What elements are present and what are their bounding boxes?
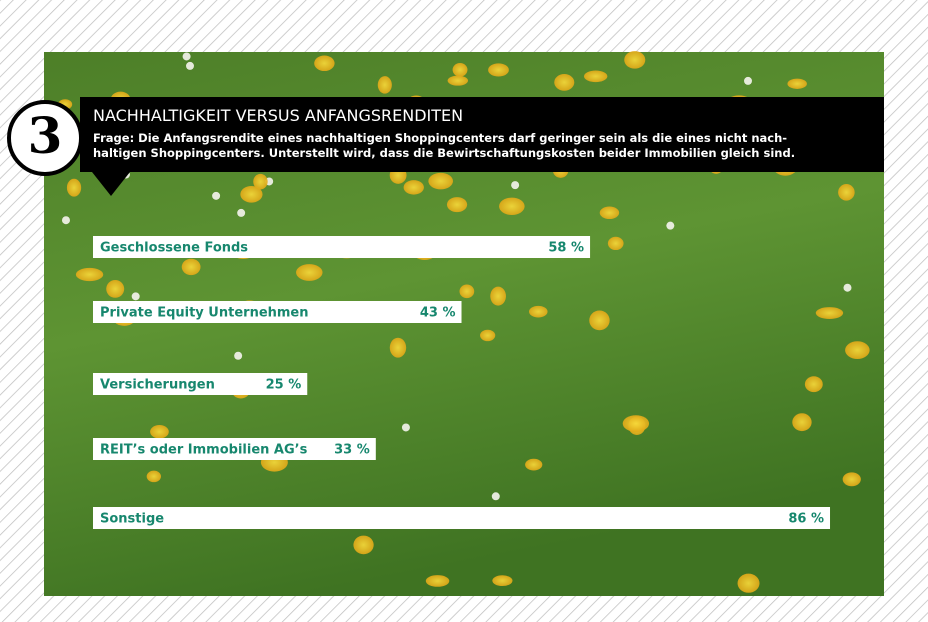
category-label: Private Equity Unternehmen — [100, 306, 309, 321]
chart-title: NACHHALTIGKEIT VERSUS ANFANGSRENDITEN — [93, 106, 463, 125]
flower — [75, 267, 104, 282]
flower — [787, 78, 807, 89]
subtitle-line: haltigen Shoppingcenters. Unterstellt wi… — [93, 146, 795, 160]
flower — [622, 415, 650, 432]
flower — [253, 173, 268, 190]
flower — [842, 472, 861, 487]
flower — [452, 63, 468, 77]
flower — [624, 51, 646, 69]
flower — [237, 208, 246, 217]
flower — [843, 283, 852, 292]
flower — [401, 423, 410, 432]
flower — [492, 575, 513, 587]
flower — [66, 178, 82, 197]
flower — [425, 575, 450, 587]
bar — [93, 373, 308, 395]
flower — [185, 61, 194, 70]
value-label: 58 % — [548, 241, 584, 256]
flower — [499, 197, 525, 216]
category-label: Sonstige — [100, 512, 164, 527]
category-label: REIT’s oder Immobilien AG’s — [100, 443, 308, 458]
badge-number: 3 — [28, 106, 63, 165]
flower — [428, 172, 453, 190]
flower — [804, 376, 823, 393]
flower — [554, 73, 575, 91]
value-label: 86 % — [788, 512, 824, 527]
flower — [447, 75, 469, 86]
value-label: 43 % — [420, 306, 456, 321]
flower — [607, 236, 624, 251]
flower — [525, 458, 543, 471]
flower — [737, 573, 760, 593]
flower — [589, 310, 610, 331]
flower — [792, 413, 812, 432]
value-label: 25 % — [266, 378, 302, 393]
flower — [389, 337, 407, 358]
category-label: Geschlossene Fonds — [100, 241, 248, 256]
flower — [815, 307, 844, 319]
flower — [599, 206, 620, 220]
flower — [583, 70, 608, 83]
flower — [377, 76, 392, 94]
subtitle-line: Frage: Die Anfangsrendite eines nachhalt… — [93, 131, 787, 145]
flower — [181, 258, 201, 276]
flower — [491, 492, 500, 501]
flower — [212, 191, 221, 200]
bar — [93, 438, 376, 460]
flower — [488, 63, 509, 77]
number-badge — [7, 100, 83, 176]
flower — [234, 351, 243, 360]
flower — [150, 425, 169, 439]
value-label: 33 % — [334, 443, 370, 458]
flower — [146, 470, 162, 483]
flower — [480, 329, 496, 342]
flower — [459, 284, 475, 299]
banner-pointer — [92, 172, 130, 196]
flower — [511, 181, 520, 190]
flower — [182, 52, 191, 61]
flower — [490, 286, 506, 306]
flower — [446, 197, 468, 213]
flower — [666, 221, 675, 230]
flower — [845, 341, 870, 360]
flower — [314, 55, 335, 72]
flower — [296, 264, 323, 281]
bar — [93, 236, 591, 258]
flower — [403, 180, 424, 195]
bar — [93, 507, 831, 529]
title-banner — [80, 97, 884, 172]
flower — [131, 292, 140, 301]
flower — [838, 184, 855, 201]
flower — [744, 76, 753, 85]
category-label: Versicherungen — [100, 378, 215, 393]
flower — [61, 216, 70, 225]
flower — [353, 535, 374, 555]
bar — [93, 301, 462, 323]
flower — [529, 305, 548, 318]
flower — [240, 186, 263, 203]
flower — [106, 279, 125, 298]
